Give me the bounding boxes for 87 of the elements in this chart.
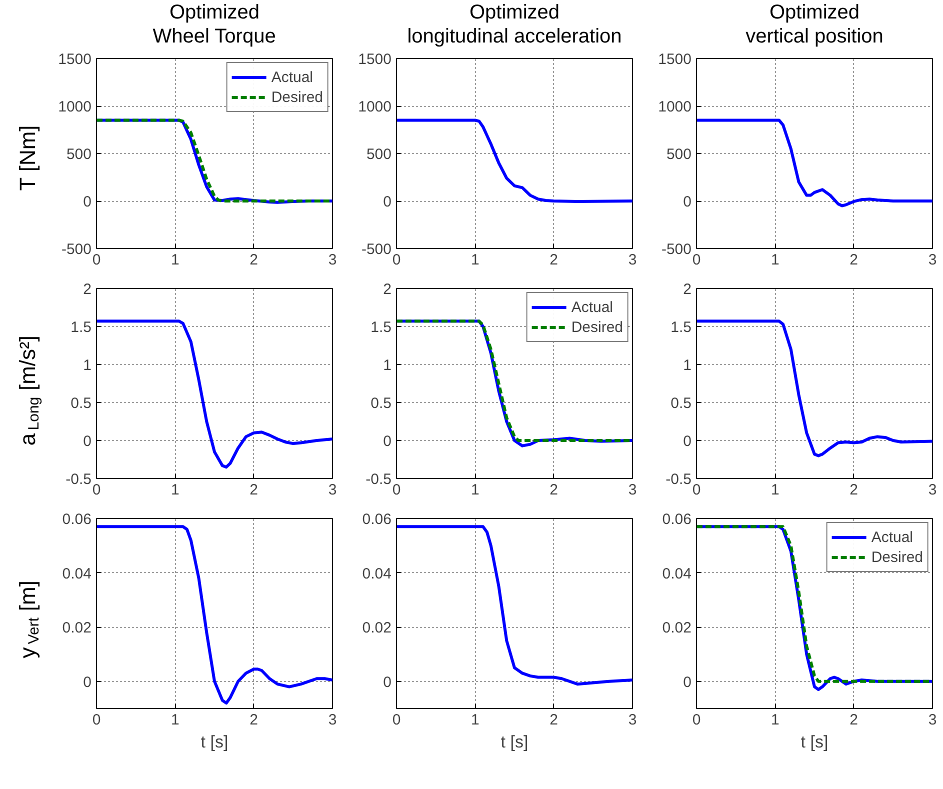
- y-tick-label: 0.5: [670, 395, 692, 412]
- x-tick-label: 1: [170, 712, 180, 728]
- chart-title: Optimized longitudinal acceleration: [407, 2, 622, 48]
- x-tick-label: 3: [328, 252, 337, 268]
- y-tick-label: 0: [383, 433, 392, 450]
- x-tick-label: 3: [328, 482, 337, 498]
- y-tick-label: 0.04: [662, 565, 692, 582]
- y-tick-label: 0.04: [362, 565, 392, 582]
- x-tick-label: 2: [850, 712, 858, 728]
- x-tick-label: 3: [928, 252, 937, 268]
- y-tick-label: -0.5: [666, 471, 692, 488]
- x-axis-title: t [s]: [800, 732, 828, 752]
- y-tick-label: 1.5: [70, 319, 92, 336]
- x-tick-label: 1: [470, 482, 480, 498]
- y-tick-label: 0.06: [662, 511, 692, 528]
- y-tick-label: 1000: [58, 98, 92, 116]
- y-tick-label: 1: [83, 357, 92, 374]
- y-tick-label: 0.5: [70, 395, 92, 412]
- y-tick-label: 0: [683, 674, 692, 691]
- x-tick-label: 1: [170, 252, 180, 268]
- x-tick-label: 2: [250, 712, 258, 728]
- y-tick-label: -500: [61, 241, 92, 258]
- x-axis-title: t [s]: [500, 732, 528, 752]
- y-axis-title: aLong [m/s²]: [14, 336, 42, 446]
- y-tick-label: 1500: [358, 51, 392, 68]
- y-tick-label: 0.04: [62, 565, 92, 582]
- x-tick-label: 3: [628, 712, 637, 728]
- x-tick-label: 3: [628, 252, 637, 268]
- y-tick-label: -0.5: [366, 471, 392, 488]
- y-tick-label: 0: [683, 194, 692, 210]
- y-tick-label: 0.02: [62, 620, 92, 637]
- y-tick-label: 0: [83, 194, 92, 210]
- x-tick-label: 2: [850, 252, 858, 268]
- x-tick-label: 2: [550, 252, 558, 268]
- y-tick-label: 1: [383, 357, 392, 374]
- x-tick-label: 1: [770, 252, 780, 268]
- y-tick-label: -500: [361, 241, 392, 258]
- x-tick-label: 2: [550, 712, 558, 728]
- chart-title: Optimized Wheel Torque: [152, 2, 276, 48]
- legend-label: Desired: [271, 88, 323, 106]
- x-tick-label: 3: [628, 482, 637, 498]
- y-tick-label: 0.06: [362, 511, 392, 528]
- x-tick-label: 2: [250, 482, 258, 498]
- x-tick-label: 1: [470, 712, 480, 728]
- x-tick-label: 2: [850, 482, 858, 498]
- x-tick-label: 3: [928, 712, 937, 728]
- x-tick-label: 2: [550, 482, 558, 498]
- y-tick-label: 0.06: [62, 511, 92, 528]
- y-tick-label: 0: [83, 674, 92, 691]
- y-tick-label: 0: [383, 194, 392, 210]
- y-axis-title: T [Nm]: [14, 125, 40, 191]
- y-tick-label: 1000: [358, 98, 392, 116]
- y-tick-label: 500: [66, 146, 92, 163]
- y-tick-label: 2: [83, 281, 92, 298]
- y-axis-title: yVert [m]: [14, 580, 42, 658]
- y-tick-label: 2: [383, 281, 392, 298]
- legend-label: Actual: [571, 298, 614, 316]
- y-tick-label: 1000: [658, 98, 692, 116]
- y-tick-label: 500: [666, 146, 692, 163]
- y-tick-label: 500: [366, 146, 392, 163]
- x-tick-label: 1: [470, 252, 480, 268]
- y-tick-label: -500: [661, 241, 692, 258]
- legend-label: Desired: [571, 318, 623, 336]
- y-tick-label: 1500: [658, 51, 692, 68]
- x-axis-title: t [s]: [200, 732, 228, 752]
- y-tick-label: 0: [383, 674, 392, 691]
- y-tick-label: 0.5: [370, 395, 392, 412]
- legend-label: Actual: [871, 528, 914, 546]
- y-tick-label: 1500: [58, 51, 92, 68]
- x-tick-label: 2: [250, 252, 258, 268]
- y-tick-label: 0: [683, 433, 692, 450]
- y-tick-label: 0: [83, 433, 92, 450]
- y-tick-label: -0.5: [66, 471, 92, 488]
- legend-label: Desired: [871, 548, 923, 566]
- legend-label: Actual: [271, 68, 314, 86]
- chart-title: Optimized vertical position: [746, 2, 884, 48]
- y-tick-label: 0.02: [362, 620, 392, 637]
- x-tick-label: 3: [928, 482, 937, 498]
- y-tick-label: 1.5: [370, 319, 392, 336]
- y-tick-label: 1: [683, 357, 692, 374]
- y-tick-label: 2: [683, 281, 692, 298]
- y-tick-label: 0.02: [662, 620, 692, 637]
- x-tick-label: 1: [170, 482, 180, 498]
- y-tick-label: 1.5: [670, 319, 692, 336]
- x-tick-label: 1: [770, 482, 780, 498]
- x-tick-label: 1: [770, 712, 780, 728]
- x-tick-label: 3: [328, 712, 337, 728]
